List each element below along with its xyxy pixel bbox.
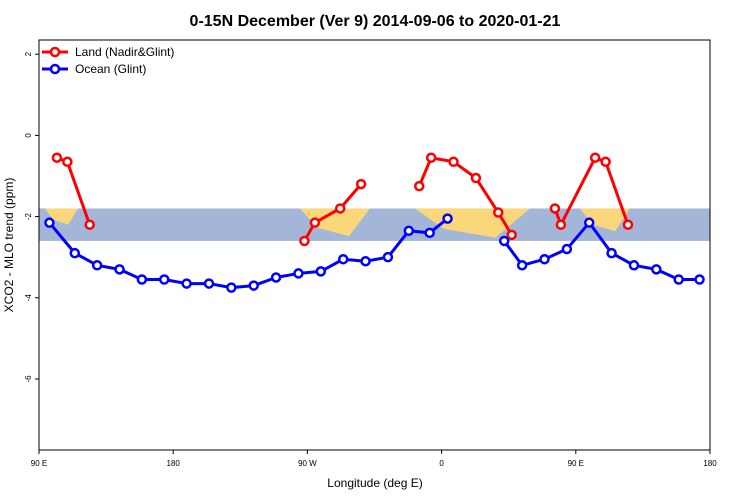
- point-ocean: [606, 247, 617, 259]
- point-land: [448, 156, 459, 168]
- x-tick-label: 180: [167, 459, 181, 468]
- point-ocean: [114, 264, 125, 275]
- point-land: [62, 156, 73, 168]
- point-ocean: [382, 251, 394, 263]
- point-ocean: [181, 278, 192, 289]
- point-land: [334, 203, 346, 214]
- point-ocean: [628, 260, 640, 271]
- point-land: [470, 172, 482, 184]
- point-ocean: [248, 280, 259, 291]
- x-tick-label: 90 W: [298, 459, 317, 468]
- point-ocean: [44, 217, 55, 228]
- legend: Land (Nadir&Glint) Ocean (Glint): [42, 45, 174, 76]
- point-land: [309, 217, 321, 228]
- y-tick-label: 0: [24, 133, 33, 138]
- land-shape: [580, 208, 630, 232]
- series-line-ocean: [503, 221, 700, 282]
- point-land: [413, 180, 425, 192]
- series-line-land: [303, 183, 363, 242]
- point-ocean: [651, 264, 662, 275]
- point-land: [555, 219, 567, 230]
- legend-ocean-marker: [49, 63, 61, 75]
- point-ocean: [203, 278, 215, 289]
- point-ocean: [226, 282, 237, 293]
- point-ocean: [516, 260, 528, 271]
- point-ocean: [403, 225, 415, 237]
- legend-land-marker: [49, 46, 61, 58]
- point-land: [506, 229, 517, 241]
- chart-title: 0-15N December (Ver 9) 2014-09-06 to 202…: [190, 13, 561, 30]
- series-ocean: [44, 213, 705, 293]
- point-ocean: [337, 253, 349, 265]
- point-land: [600, 156, 611, 168]
- point-ocean: [442, 213, 453, 224]
- point-ocean: [360, 255, 371, 267]
- x-tick-label: 0: [439, 459, 444, 468]
- point-ocean: [424, 227, 435, 239]
- y-tick-label: -4: [24, 294, 33, 302]
- point-ocean: [583, 217, 595, 228]
- legend-land-label: Land (Nadir&Glint): [75, 45, 174, 59]
- point-land: [493, 207, 504, 218]
- series: [44, 152, 705, 293]
- ocean-band: [39, 208, 710, 241]
- point-land: [622, 219, 634, 230]
- point-land: [355, 178, 367, 190]
- x-tick-label: 90 E: [568, 459, 584, 468]
- point-ocean: [315, 266, 327, 277]
- point-land: [589, 152, 601, 163]
- land-shape: [300, 208, 370, 237]
- point-ocean: [69, 247, 81, 259]
- axes: 90 E 180 90 W 0 90 E 180 2 0 -2 -4 -6: [24, 51, 717, 468]
- y-tick-label: -6: [24, 375, 33, 383]
- point-ocean: [91, 260, 103, 271]
- y-tick-label: 2: [24, 51, 33, 56]
- x-tick-label: 180: [703, 459, 717, 468]
- point-land: [299, 235, 310, 247]
- point-ocean: [673, 274, 684, 285]
- point-land: [425, 152, 437, 163]
- point-ocean: [159, 274, 170, 285]
- land-shape: [45, 208, 78, 225]
- y-axis-label: XCO2 - MLO trend (ppm): [2, 178, 16, 313]
- point-ocean: [293, 268, 304, 279]
- point-land: [549, 203, 561, 214]
- point-ocean: [561, 243, 573, 255]
- series-land: [51, 152, 634, 247]
- plot-frame: [38, 39, 711, 451]
- y-tick-label: -2: [24, 212, 33, 220]
- point-land: [84, 219, 95, 230]
- point-ocean: [539, 253, 550, 265]
- point-ocean: [498, 235, 510, 247]
- x-tick-label: 90 E: [31, 459, 47, 468]
- point-land: [51, 152, 63, 163]
- x-axis-label: Longitude (deg E): [327, 476, 422, 490]
- point-ocean: [694, 274, 705, 285]
- legend-ocean-label: Ocean (Glint): [75, 62, 146, 76]
- point-ocean: [270, 272, 282, 283]
- point-ocean: [136, 274, 148, 285]
